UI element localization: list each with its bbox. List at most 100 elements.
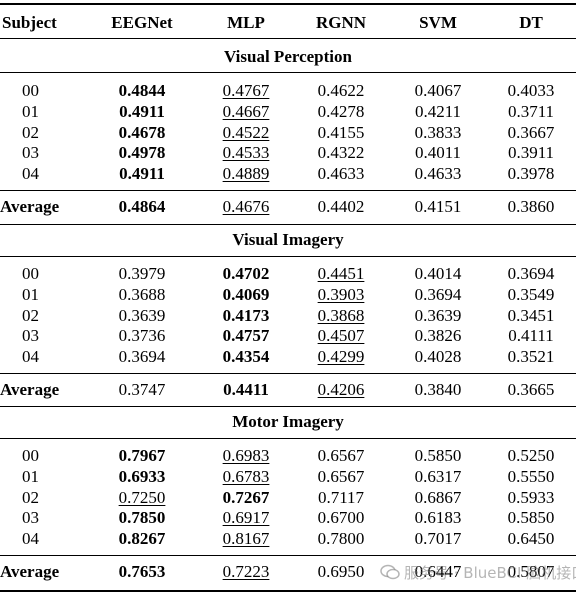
value-cell-svm: 0.6317: [414, 466, 462, 486]
value-cell-rgnn: 0.6567: [317, 466, 365, 486]
column-header-eegnet: EEGNet: [111, 13, 173, 32]
table-rule: [0, 38, 576, 39]
value-cell-svm: 0.3694: [414, 284, 462, 304]
value-cell-eegnet: 0.4864: [118, 197, 166, 216]
value-cell-dt: 0.3711: [507, 101, 555, 121]
row-label: 00: [22, 446, 39, 465]
table-rule: [0, 438, 576, 439]
value-cell-mlp: 0.4354: [222, 347, 270, 367]
value-cell-svm: 0.4633: [414, 164, 462, 184]
value-cell-svm: 0.6447: [414, 562, 462, 581]
table-rule: [0, 590, 576, 592]
value-cell-mlp: 0.7223: [222, 562, 270, 581]
section-title: Visual Perception: [224, 47, 352, 66]
row-label: 04: [22, 529, 39, 549]
value-cell-dt: 0.3978: [507, 164, 555, 184]
watermark: 服务号 · BlueBCI 脑机接口: [380, 562, 576, 583]
column-header-rgnn: RGNN: [315, 13, 367, 32]
value-cell-mlp: 0.6783: [222, 466, 270, 486]
value-cell-eegnet: 0.3979: [118, 264, 166, 283]
section-title: Motor Imagery: [232, 412, 344, 431]
value-cell-svm: 0.4067: [414, 81, 462, 100]
row-label: 03: [22, 508, 39, 528]
value-cell-mlp: 0.4522: [222, 122, 270, 142]
value-cell-eegnet: 0.3639: [118, 305, 166, 325]
value-cell-dt: 0.5550: [507, 466, 555, 486]
value-cell-dt: 0.3521: [507, 347, 555, 367]
value-cell-dt: 0.4033: [507, 81, 555, 100]
value-cell-dt: 0.5807: [507, 562, 555, 581]
value-cell-mlp: 0.4767: [222, 81, 270, 100]
value-cell-svm: 0.3826: [414, 326, 462, 346]
value-cell-eegnet: 0.3688: [118, 284, 166, 304]
value-cell-rgnn: 0.7117: [317, 487, 365, 507]
value-cell-mlp: 0.4411: [223, 380, 269, 399]
wechat-icon: [380, 564, 400, 580]
column-header-mlp: MLP: [227, 13, 265, 32]
value-cell-eegnet: 0.4911: [119, 101, 165, 121]
value-cell-rgnn: 0.3868: [317, 305, 365, 325]
value-cell-svm: 0.4211: [414, 101, 462, 121]
value-cell-svm: 0.3833: [414, 122, 462, 142]
value-cell-svm: 0.3840: [414, 380, 462, 399]
value-cell-eegnet: 0.7850: [118, 508, 166, 528]
value-cell-dt: 0.5933: [507, 487, 555, 507]
table-rule: [0, 72, 576, 73]
value-cell-rgnn: 0.4206: [317, 380, 365, 399]
row-label: Average: [0, 197, 60, 216]
table-rule: [0, 256, 576, 257]
row-label: 01: [22, 101, 39, 121]
value-cell-rgnn: 0.6950: [317, 562, 365, 581]
row-label: 04: [22, 347, 39, 367]
row-label: 02: [22, 122, 39, 142]
value-cell-dt: 0.4111: [508, 326, 554, 346]
value-cell-dt: 0.3911: [507, 143, 555, 163]
value-cell-eegnet: 0.6933: [118, 466, 166, 486]
value-cell-dt: 0.3451: [507, 305, 555, 325]
value-cell-mlp: 0.8167: [222, 529, 270, 549]
value-cell-svm: 0.4028: [414, 347, 462, 367]
table-rule: [0, 224, 576, 225]
table-rule: [0, 3, 576, 5]
column-header-dt: DT: [519, 13, 543, 32]
value-cell-mlp: 0.4757: [222, 326, 270, 346]
value-cell-rgnn: 0.4507: [317, 326, 365, 346]
value-cell-eegnet: 0.4911: [119, 164, 165, 184]
watermark-text: 服务号 · BlueBCI 脑机接口: [404, 564, 576, 582]
value-cell-rgnn: 0.4451: [317, 264, 365, 283]
value-cell-mlp: 0.4173: [222, 305, 270, 325]
value-cell-rgnn: 0.4402: [317, 197, 365, 216]
table-rule: [0, 373, 576, 374]
value-cell-mlp: 0.4676: [222, 197, 270, 216]
value-cell-eegnet: 0.3694: [118, 347, 166, 367]
value-cell-svm: 0.3639: [414, 305, 462, 325]
value-cell-eegnet: 0.7967: [118, 446, 166, 465]
value-cell-eegnet: 0.3736: [118, 326, 166, 346]
row-label: 03: [22, 326, 39, 346]
row-label: 02: [22, 487, 39, 507]
value-cell-mlp: 0.4533: [222, 143, 270, 163]
value-cell-eegnet: 0.7653: [118, 562, 166, 581]
value-cell-mlp: 0.4069: [222, 284, 270, 304]
value-cell-eegnet: 0.4978: [118, 143, 166, 163]
row-label: Average: [0, 562, 60, 581]
value-cell-svm: 0.5850: [414, 446, 462, 465]
value-cell-rgnn: 0.7800: [317, 529, 365, 549]
value-cell-svm: 0.4014: [414, 264, 462, 283]
value-cell-mlp: 0.4667: [222, 101, 270, 121]
value-cell-dt: 0.3667: [507, 122, 555, 142]
value-cell-svm: 0.4011: [414, 143, 462, 163]
row-label: Average: [0, 380, 60, 399]
section-title: Visual Imagery: [232, 230, 344, 249]
value-cell-rgnn: 0.4155: [317, 122, 365, 142]
value-cell-dt: 0.3549: [507, 284, 555, 304]
column-header-svm: SVM: [419, 13, 457, 32]
value-cell-eegnet: 0.3747: [118, 380, 166, 399]
value-cell-dt: 0.3694: [507, 264, 555, 283]
value-cell-eegnet: 0.7250: [118, 487, 166, 507]
table-rule: [0, 406, 576, 407]
value-cell-rgnn: 0.4322: [317, 143, 365, 163]
value-cell-eegnet: 0.4844: [118, 81, 166, 100]
value-cell-dt: 0.5850: [507, 508, 555, 528]
value-cell-mlp: 0.4702: [222, 264, 270, 283]
